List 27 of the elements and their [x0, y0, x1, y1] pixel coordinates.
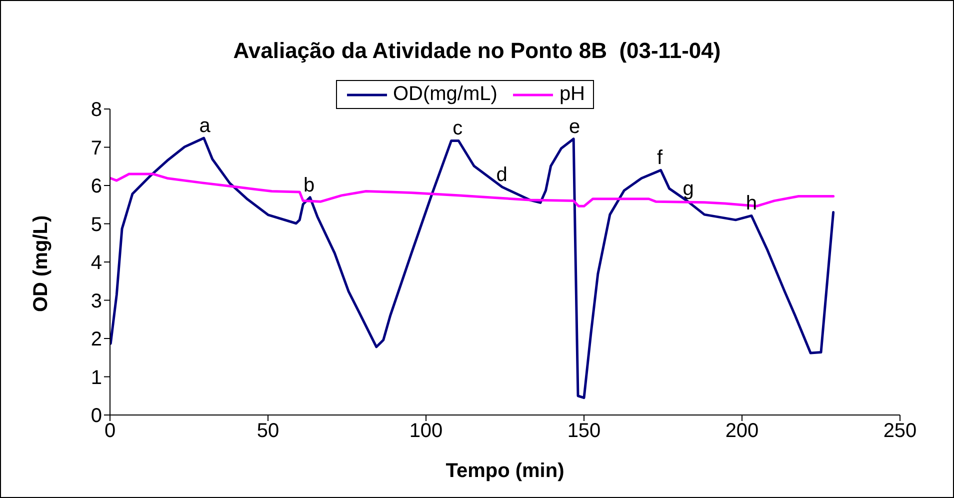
legend-label: pH	[559, 83, 586, 106]
x-tick-label: 200	[725, 420, 759, 442]
annotation: e	[568, 116, 580, 138]
y-tick-label: 6	[90, 176, 102, 198]
y-tick-label: 0	[90, 405, 102, 428]
annotation: d	[496, 164, 508, 186]
legend-label: OD(mg/mL)	[392, 83, 498, 106]
x-tick-label: 100	[409, 420, 443, 442]
y-axis-title: OD (mg/L)	[30, 215, 52, 312]
y-tick-label: 4	[90, 252, 102, 274]
y-tick-label: 7	[90, 137, 102, 160]
y-tick-label: 2	[90, 328, 102, 351]
x-tick-label: 150	[567, 420, 601, 442]
x-tick-label: 50	[256, 420, 280, 442]
annotation: b	[304, 174, 315, 196]
x-tick-label: 250	[883, 420, 917, 442]
y-tick-label: 8	[90, 99, 102, 122]
annotation: g	[682, 178, 694, 200]
annotation: c	[452, 118, 463, 140]
annotation: f	[657, 147, 664, 170]
y-tick-label: 1	[90, 366, 102, 389]
line-series	[110, 136, 835, 400]
x-axis-title: Tempo (min)	[446, 460, 564, 482]
y-tick-label: 5	[90, 214, 102, 236]
y-tick-label: 3	[90, 290, 102, 312]
chart-title: Avaliação da Atividade no Ponto 8B (03-11-04)	[232, 38, 722, 64]
annotation: a	[199, 115, 212, 138]
